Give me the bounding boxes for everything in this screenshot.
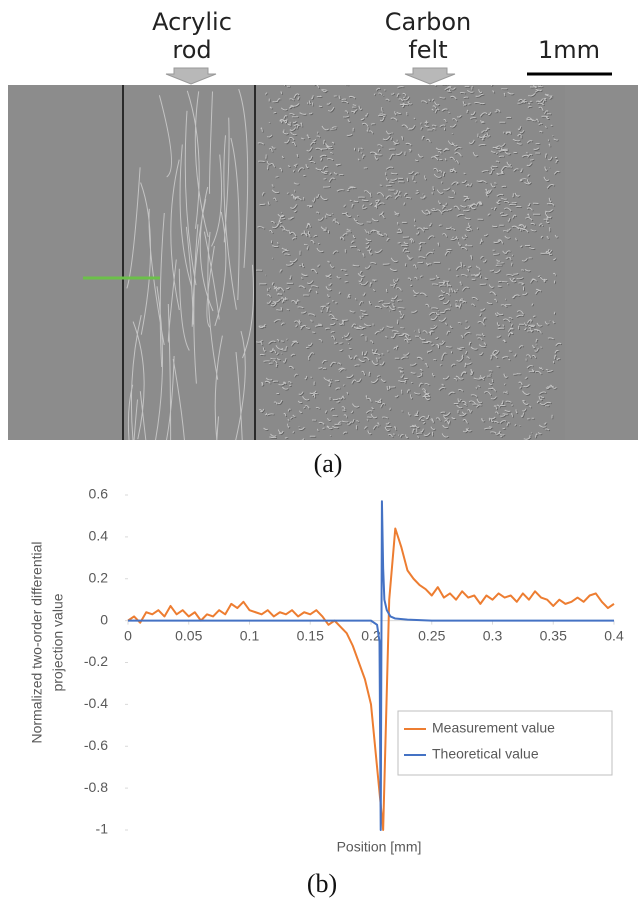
y-axis-title: projection value	[50, 593, 66, 691]
y-tick-label: 0	[100, 611, 108, 627]
y-axis-title: Normalized two-order differential	[29, 541, 45, 743]
panel-label: Carbon	[385, 8, 471, 36]
x-tick-label: 0.3	[483, 627, 503, 643]
image-panel	[8, 85, 638, 440]
fiber-light	[126, 85, 562, 440]
arrow	[165, 67, 217, 85]
y-tick-label: 0.6	[89, 486, 109, 502]
series-line	[127, 527, 615, 831]
scale-bar-label: 1mm	[538, 36, 600, 64]
y-tick-label: -0.6	[84, 737, 108, 753]
x-axis-title: Position [mm]	[337, 839, 422, 855]
legend: Measurement value Theoretical value	[397, 710, 613, 776]
x-tick-label: 0.15	[297, 627, 324, 643]
texture	[126, 85, 563, 440]
y-tick-label: -0.8	[84, 779, 108, 795]
y-tick-label: 0.4	[89, 528, 109, 544]
x-tick-label: 0.4	[604, 627, 624, 643]
x-tick-label: 0.35	[540, 627, 567, 643]
y-tick-label: -0.4	[84, 695, 108, 711]
legend-label: Measurement value	[432, 720, 555, 736]
x-tick-label: 0.1	[240, 627, 260, 643]
legend-box	[397, 710, 613, 776]
caption: (b)	[307, 869, 337, 898]
x-tick-label: 0	[124, 627, 132, 643]
caption: (a)	[314, 449, 343, 478]
series-line	[128, 500, 614, 831]
x-tick-label: 0.25	[418, 627, 445, 643]
panel-label: Acrylic	[152, 8, 232, 36]
chart: 0.6 0.4 0.2 0 -0.2 -0.4 -0.6 -0.8 -1 0 0.05 0.1 0.15…	[29, 486, 624, 855]
y-tick-label: -1	[96, 821, 109, 837]
legend-label: Theoretical value	[432, 746, 539, 762]
panel-label: rod	[172, 36, 211, 64]
panel-label: felt	[408, 36, 447, 64]
x-tick-label: 0.05	[175, 627, 202, 643]
x-tick-label: 0.2	[361, 627, 381, 643]
y-tick-label: -0.2	[84, 653, 108, 669]
y-tick-label: 0.2	[89, 569, 109, 585]
arrow	[404, 67, 456, 85]
